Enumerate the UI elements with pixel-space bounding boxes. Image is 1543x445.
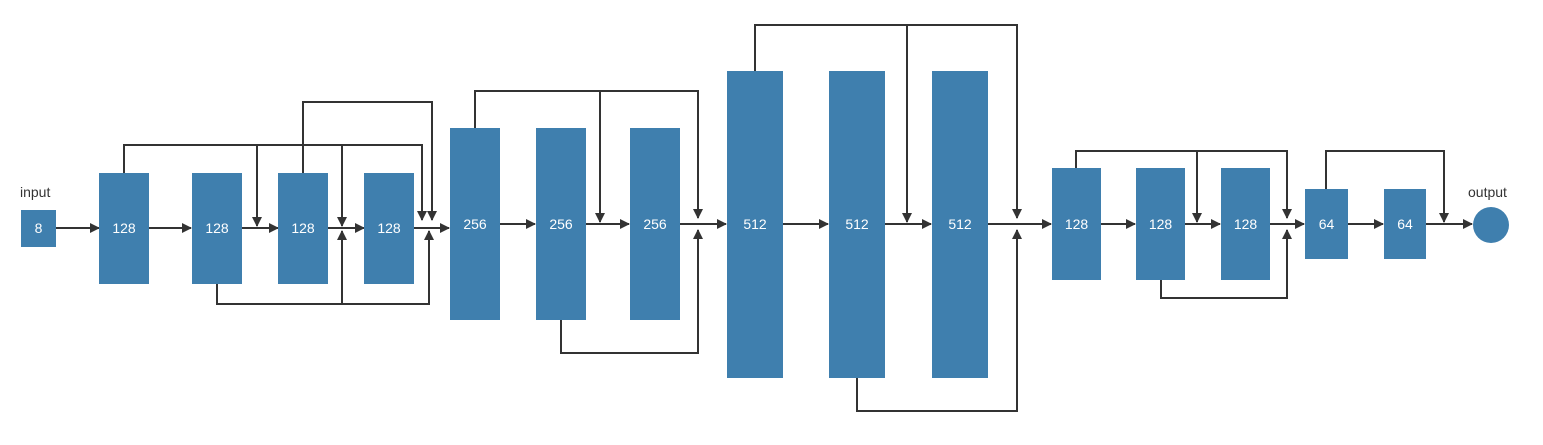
node-label: 256 <box>463 216 487 232</box>
node-8: 8 <box>21 210 56 247</box>
node-label: 128 <box>1234 216 1258 232</box>
nodes: 8 128 128 128 128 256 256 256 <box>21 71 1509 378</box>
node-128-f: 128 <box>1136 168 1185 280</box>
skip-connection <box>856 229 1022 412</box>
node-label: 8 <box>35 220 43 236</box>
node-box <box>1136 168 1185 280</box>
node-128-d: 128 <box>364 173 414 284</box>
node-label: 64 <box>1397 216 1413 232</box>
node-box <box>450 128 500 320</box>
node-label: 512 <box>948 216 972 232</box>
node-box <box>192 173 242 284</box>
node-label: 128 <box>377 220 401 236</box>
node-box <box>932 71 988 378</box>
output-node <box>1473 207 1509 243</box>
node-box <box>536 128 586 320</box>
node-512-c: 512 <box>932 71 988 378</box>
node-label: 512 <box>743 216 767 232</box>
connections <box>56 24 1473 412</box>
node-box <box>99 173 149 284</box>
skip-connection <box>216 230 434 305</box>
skip-connection <box>1325 150 1449 223</box>
skip-connection <box>754 24 1022 219</box>
node-label: 128 <box>291 220 315 236</box>
node-label: 128 <box>1149 216 1173 232</box>
node-label: 128 <box>205 220 229 236</box>
node-box <box>278 173 328 284</box>
node-box <box>21 210 56 247</box>
input-label: input <box>20 184 50 200</box>
skip-connection <box>1160 229 1292 299</box>
node-box <box>1384 189 1426 259</box>
node-label: 256 <box>549 216 573 232</box>
node-256-a: 256 <box>450 128 500 320</box>
node-512-a: 512 <box>727 71 783 378</box>
node-label: 512 <box>845 216 869 232</box>
node-label: 128 <box>1065 216 1089 232</box>
node-box <box>1221 168 1270 280</box>
node-box <box>1305 189 1348 259</box>
node-box <box>727 71 783 378</box>
node-label: 64 <box>1319 216 1335 232</box>
node-128-a: 128 <box>99 173 149 284</box>
node-box <box>630 128 680 320</box>
node-box <box>364 173 414 284</box>
node-64-b: 64 <box>1384 189 1426 259</box>
skip-connection <box>1075 150 1292 219</box>
node-64-a: 64 <box>1305 189 1348 259</box>
node-512-b: 512 <box>829 71 885 378</box>
skip-connection <box>474 90 703 219</box>
node-box <box>1052 168 1101 280</box>
skip-connection <box>560 229 703 354</box>
output-label: output <box>1468 184 1507 200</box>
node-label: 128 <box>112 220 136 236</box>
node-256-b: 256 <box>536 128 586 320</box>
node-128-b: 128 <box>192 173 242 284</box>
node-label: 256 <box>643 216 667 232</box>
node-box <box>829 71 885 378</box>
node-128-e: 128 <box>1052 168 1101 280</box>
skip-connection <box>123 144 427 221</box>
node-128-g: 128 <box>1221 168 1270 280</box>
node-256-c: 256 <box>630 128 680 320</box>
node-128-c: 128 <box>278 173 328 284</box>
skip-connection <box>302 101 437 221</box>
